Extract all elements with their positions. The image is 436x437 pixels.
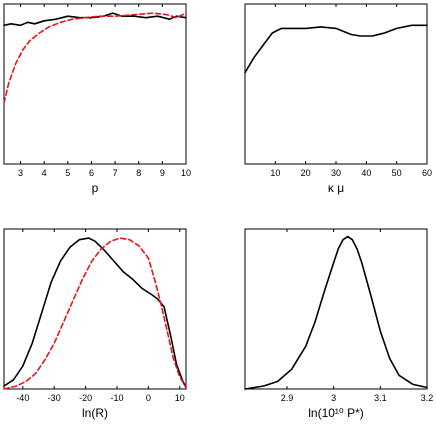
series-line-dashed [3, 12, 187, 104]
panel-lnR: -40 -30 -20 -10 0 10 ln(R) [3, 228, 187, 420]
x-tick-label: 10 [181, 168, 191, 178]
x-tick-label: 5 [65, 168, 70, 178]
x-tick-label: -30 [48, 393, 61, 403]
x-tick-label: 3.1 [374, 393, 387, 403]
plot-frame [244, 228, 428, 390]
x-tick-label: 9 [160, 168, 165, 178]
x-tick-label: 30 [331, 168, 341, 178]
x-tick-label: 3 [331, 393, 336, 403]
x-tick-label: 4 [42, 168, 47, 178]
series-line-solid [244, 24, 428, 74]
panel-p: 3 4 5 6 7 8 9 10 p [3, 3, 191, 195]
x-tick-label: 40 [361, 168, 371, 178]
x-tick-label: 6 [89, 168, 94, 178]
x-tick-label: 20 [301, 168, 311, 178]
x-tick-label: -20 [79, 393, 92, 403]
plot-frame [3, 3, 187, 165]
x-tick-label: 3 [18, 168, 23, 178]
plot-frame [3, 228, 187, 390]
x-tick-label: 50 [392, 168, 402, 178]
x-axis-label: ln(R) [82, 406, 108, 420]
x-tick-label: 3.2 [421, 393, 434, 403]
x-tick-label: 8 [136, 168, 141, 178]
panel-kappa-mu: 10 20 30 40 50 60 κ μ [244, 3, 432, 195]
x-axis-label: ln(10¹⁰ P*) [308, 406, 364, 420]
x-tick-label: 10 [270, 168, 280, 178]
x-axis-label: p [92, 181, 99, 195]
panel-lnP: 2.9 3 3.1 3.2 ln(10¹⁰ P*) [244, 228, 434, 420]
series-line-solid [244, 235, 428, 390]
x-tick-label: -40 [16, 393, 29, 403]
x-axis-label: κ μ [328, 181, 344, 195]
x-tick-label: 2.9 [281, 393, 294, 403]
x-tick-label: 60 [422, 168, 432, 178]
x-tick-label: 10 [175, 393, 185, 403]
series-line-solid [3, 12, 187, 27]
series-line-dashed [3, 237, 187, 390]
x-tick-label: 0 [146, 393, 151, 403]
x-tick-label: 7 [113, 168, 118, 178]
series-line-solid [3, 237, 187, 389]
x-tick-label: -10 [110, 393, 123, 403]
